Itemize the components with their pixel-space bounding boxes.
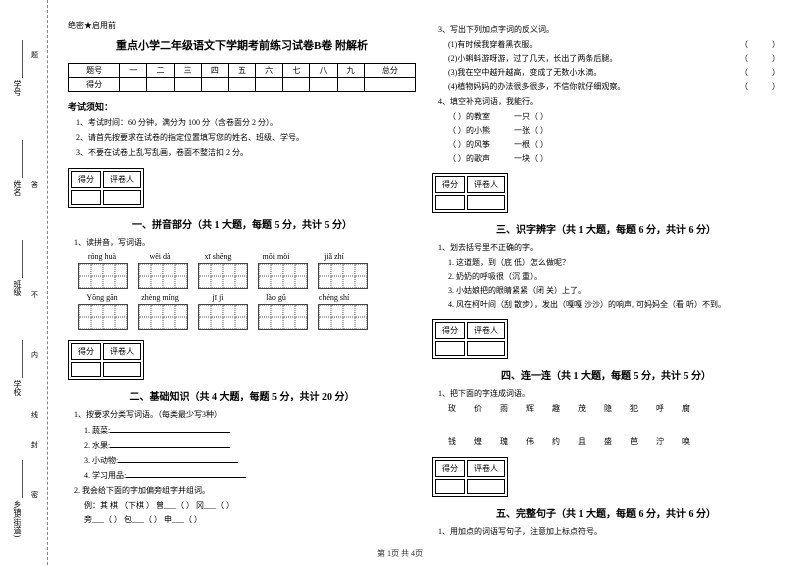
- question-s3: 1、划去括号里不正确的字。: [438, 242, 780, 253]
- section-3-title: 三、识字辨字（共 1 大题，每题 6 分，共计 6 分）: [432, 221, 780, 236]
- section-4-title: 四、连一连（共 1 大题，每题 5 分，共计 5 分）: [432, 367, 780, 382]
- content-area: 绝密★启用前 重点小学二年级语文下学期考前练习试卷B卷 附解析 题号 一 二 三…: [48, 0, 800, 565]
- grade-box: 得分评卷人: [68, 340, 144, 380]
- notice-item: 3、不要在试卷上乱写乱画，卷面不整洁扣 2 分。: [76, 147, 416, 158]
- fill-row: （ ）的小熊 一张（ ）: [448, 125, 780, 136]
- char-row-2: 钱煌瑰伟约且盛芭泞唤: [448, 436, 780, 447]
- question-s4: 1、把下面的字连成词语。: [438, 388, 780, 399]
- pinyin-row-2: Yōng gān zhèng míng jī jì lào gǔ chéng s…: [78, 293, 416, 302]
- tianzige-row-1: [78, 263, 416, 289]
- bind-label-town: 乡镇(街道): [12, 500, 23, 537]
- left-column: 绝密★启用前 重点小学二年级语文下学期考前练习试卷B卷 附解析 题号 一 二 三…: [60, 20, 424, 555]
- fill-row: （ ）的教室 一只（ ）: [448, 111, 780, 122]
- page-footer: 第 1页 共 4页: [0, 548, 800, 559]
- notice-item: 1、考试时间：60 分钟，满分为 100 分（含卷面分 2 分）。: [76, 117, 416, 128]
- table-row: 题号 一 二 三 四 五 六 七 八 九 总分: [69, 64, 416, 78]
- question-4: 4、填空补充词语，我能行。: [438, 96, 780, 107]
- question-2-2: 2. 我会给下面的字加偏旁组字并组词。: [74, 485, 416, 496]
- bind-label-name: 姓名: [12, 180, 23, 196]
- tianzige-cell: [78, 304, 128, 330]
- category-line: 1. 蔬菜:: [84, 424, 416, 436]
- tianzige-cell: [198, 304, 248, 330]
- question-s5: 1、用加点的词语写句子，注意加上标点符号。: [438, 526, 780, 537]
- tianzige-cell: [258, 263, 308, 289]
- confidential-mark: 绝密★启用前: [68, 20, 416, 31]
- table-row: 得分: [69, 78, 416, 92]
- s3-item: 1. 这道题，到（底 低）怎么做呢？: [448, 257, 780, 268]
- section-1-title: 一、拼音部分（共 1 大题，每题 5 分，共计 5 分）: [68, 216, 416, 231]
- exam-title: 重点小学二年级语文下学期考前练习试卷B卷 附解析: [68, 37, 416, 53]
- notice-title: 考试须知：: [68, 100, 416, 113]
- question-1-1: 1、读拼音，写词语。: [74, 237, 416, 248]
- s3-item: 3. 小姑娘把的眼睛紧紧（闭 关）上了。: [448, 285, 780, 296]
- grade-box: 得分评卷人: [432, 173, 508, 213]
- question-2-1: 1、按要求分类写词语。（每类最少写3种）: [74, 409, 416, 420]
- section-2-title: 二、基础知识（共 4 大题，每题 5 分，共计 20 分）: [68, 388, 416, 403]
- category-line: 2. 水果:: [84, 439, 416, 451]
- s3-item: 4. 风在柯叶间（刮 散步），发出（嘎嘎 沙沙）的响声, 可妈妈全（看 听）不到…: [448, 299, 780, 310]
- category-line: 3. 小动物:: [84, 454, 416, 466]
- notice-item: 2、请首先按要求在试卷的指定位置填写您的姓名、班级、学号。: [76, 132, 416, 143]
- tianzige-row-2: [78, 304, 416, 330]
- tianzige-cell: [318, 263, 368, 289]
- grade-box: 得分评卷人: [432, 319, 508, 359]
- tianzige-cell: [198, 263, 248, 289]
- pinyin-row-1: róng huà wēi dà xī shēng mōi mòi jiǎ zhí: [78, 252, 416, 261]
- fill-row: （ ）的歌声 一块（ ）: [448, 153, 780, 164]
- grade-box: 得分评卷人: [432, 457, 508, 497]
- example-line: 例：其 棋 （下棋 ） 曾___（ ） 冈___（ ）: [84, 500, 416, 511]
- char-row-1: 玫价雨辉趣茂隐犯呼腐: [448, 403, 780, 414]
- tianzige-cell: [318, 304, 368, 330]
- right-column: 3、写出下列加点字词的反义词。 (1)有时候我穿着黑衣服。（ ） (2)小蝌蚪游…: [424, 20, 788, 555]
- antonym-item: (2)小蝌蚪游呀游，过了几天，长出了两条后腿。（ ）: [448, 53, 780, 64]
- exam-page: 乡镇(街道) 学校 班级 姓名 学号 密 封 线 内 不 答 题 绝密★启用前 …: [0, 0, 800, 565]
- score-table: 题号 一 二 三 四 五 六 七 八 九 总分 得分: [68, 63, 416, 92]
- bind-label-school: 学校: [12, 380, 23, 396]
- grade-box: 得分评卷人: [68, 168, 144, 208]
- tianzige-cell: [138, 304, 188, 330]
- bind-label-id: 学号: [12, 80, 23, 96]
- tianzige-cell: [138, 263, 188, 289]
- s3-item: 2. 奶奶的呼吸很（沉 重）。: [448, 271, 780, 282]
- tianzige-cell: [258, 304, 308, 330]
- binding-margin: 乡镇(街道) 学校 班级 姓名 学号 密 封 线 内 不 答 题: [0, 0, 48, 565]
- bind-label-class: 班级: [12, 280, 23, 296]
- question-3: 3、写出下列加点字词的反义词。: [438, 24, 780, 35]
- antonym-item: (3)我在空中越升越高，变成了无数小水滴。（ ）: [448, 67, 780, 78]
- antonym-item: (1)有时候我穿着黑衣服。（ ）: [448, 39, 780, 50]
- fill-row: （ ）的风筝 一根（ ）: [448, 139, 780, 150]
- category-line: 4. 学习用品:: [84, 469, 416, 481]
- antonym-item: (4)植物妈妈的办法很多很多，不信你就仔细观察。（ ）: [448, 81, 780, 92]
- example-line: 旁___（ ） 包___（ ） 申___（ ）: [84, 514, 416, 525]
- section-5-title: 五、完整句子（共 1 大题，每题 6 分，共计 6 分）: [432, 505, 780, 520]
- tianzige-cell: [78, 263, 128, 289]
